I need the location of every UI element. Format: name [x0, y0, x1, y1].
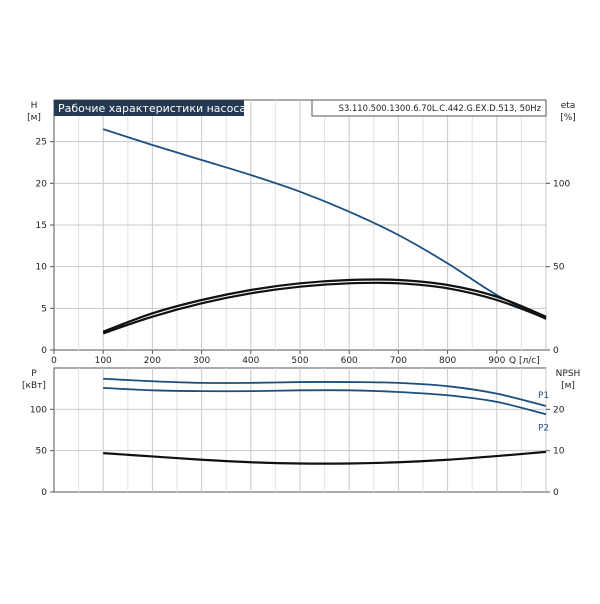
- series-line-0-0: [102, 128, 547, 320]
- y-tick-label: 50: [36, 447, 48, 457]
- x-tick-label: 200: [144, 356, 161, 366]
- y-axis-label: H: [31, 101, 38, 111]
- y-tick-label: 5: [41, 304, 47, 314]
- y2-tick-label: 0: [553, 346, 559, 356]
- chart-title: Рабочие характеристики насоса: [58, 102, 246, 115]
- x-tick-label: 800: [439, 356, 456, 366]
- y-tick-label: 15: [36, 221, 47, 231]
- x-tick-label: 300: [193, 356, 210, 366]
- y-tick-label: 10: [36, 263, 48, 273]
- y2-tick-label: 100: [553, 179, 570, 189]
- y2-tick-label: 0: [553, 488, 559, 498]
- pump-model-label: S3.110.500.1300.6.70L.C.442.G.EX.D.513, …: [339, 103, 542, 113]
- series-label: P1: [538, 391, 549, 401]
- y-tick-label: 25: [36, 138, 47, 148]
- model-box: [311, 99, 547, 117]
- y2-axis-label: NPSH: [556, 369, 581, 379]
- y2-tick-label: 20: [553, 405, 565, 415]
- series-line-0-2: [102, 278, 547, 333]
- series-label: P2: [538, 423, 549, 433]
- series-line-0-1: [102, 281, 547, 335]
- x-axis-label: Q: [509, 356, 516, 366]
- y-tick-label: 0: [41, 346, 47, 356]
- y2-axis-unit: [м]: [561, 381, 575, 391]
- series-line-1-1: [103, 386, 547, 416]
- x-axis-unit: [л/с]: [519, 356, 540, 366]
- series-line-1-0: [103, 377, 547, 407]
- x-tick-label: 100: [95, 356, 112, 366]
- x-tick-label: 900: [488, 356, 505, 366]
- y-tick-label: 20: [36, 179, 48, 189]
- y2-tick-label: 50: [553, 263, 565, 273]
- y2-tick-label: 10: [553, 447, 565, 457]
- y-tick-label: 0: [41, 488, 47, 498]
- x-tick-label: 400: [242, 356, 259, 366]
- x-tick-label: 600: [341, 356, 358, 366]
- x-tick-label: 0: [51, 356, 57, 366]
- x-tick-label: 700: [390, 356, 407, 366]
- y2-axis-label: eta: [561, 101, 576, 111]
- y-axis-label: P: [31, 369, 37, 379]
- y2-axis-unit: [%]: [560, 113, 576, 123]
- y-axis-unit: [кВт]: [22, 381, 46, 391]
- title-box: [54, 100, 244, 116]
- y-axis-unit: [м]: [27, 113, 41, 123]
- series-line-1-2: [103, 450, 547, 465]
- y-tick-label: 100: [30, 405, 47, 415]
- x-tick-label: 500: [291, 356, 308, 366]
